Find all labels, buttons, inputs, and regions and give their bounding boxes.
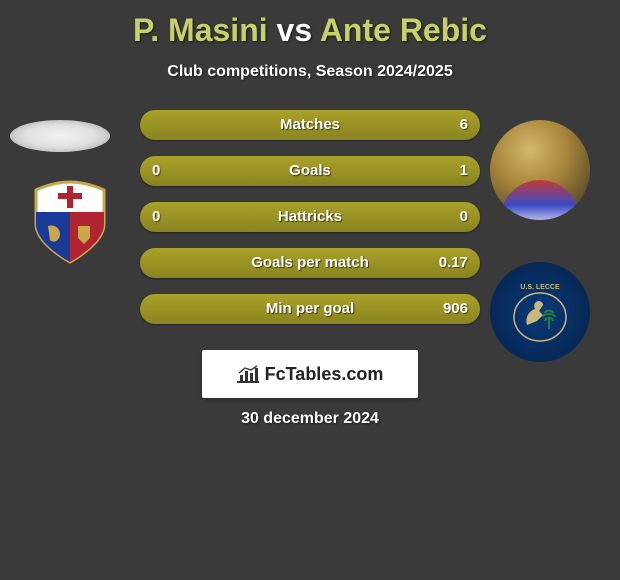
brand-text: FcTables.com xyxy=(265,364,384,385)
stat-right-value: 6 xyxy=(460,110,468,140)
subtitle: Club competitions, Season 2024/2025 xyxy=(0,63,620,81)
stat-row-goals-per-match: Goals per match 0.17 xyxy=(140,248,480,278)
stat-row-goals: 0 Goals 1 xyxy=(140,156,480,186)
stat-label: Hattricks xyxy=(140,202,480,232)
player1-name: P. Masini xyxy=(133,12,268,48)
stat-label: Matches xyxy=(140,110,480,140)
stat-right-value: 0 xyxy=(460,202,468,232)
brand-chart-icon xyxy=(237,365,259,383)
stat-right-value: 1 xyxy=(460,156,468,186)
stat-label: Goals xyxy=(140,156,480,186)
player2-name: Ante Rebic xyxy=(320,12,487,48)
comparison-title: P. Masini vs Ante Rebic xyxy=(0,0,620,49)
stat-row-hattricks: 0 Hattricks 0 xyxy=(140,202,480,232)
snapshot-date: 30 december 2024 xyxy=(0,410,620,428)
stat-row-min-per-goal: Min per goal 906 xyxy=(140,294,480,324)
stat-row-matches: Matches 6 xyxy=(140,110,480,140)
stats-bars: Matches 6 0 Goals 1 0 Hattricks 0 Goals … xyxy=(0,110,620,340)
stat-label: Min per goal xyxy=(140,294,480,324)
brand-box: FcTables.com xyxy=(202,350,418,398)
stat-right-value: 0.17 xyxy=(439,248,468,278)
stat-label: Goals per match xyxy=(140,248,480,278)
vs-label: vs xyxy=(277,12,313,48)
stat-right-value: 906 xyxy=(443,294,468,324)
